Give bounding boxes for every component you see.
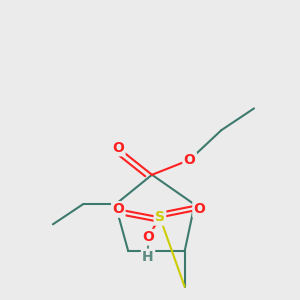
Text: S: S <box>155 210 165 224</box>
Text: O: O <box>112 141 124 155</box>
Text: H: H <box>142 250 154 264</box>
Text: O: O <box>194 202 206 216</box>
Text: O: O <box>112 202 124 216</box>
Text: O: O <box>142 230 154 244</box>
Text: O: O <box>184 153 196 167</box>
